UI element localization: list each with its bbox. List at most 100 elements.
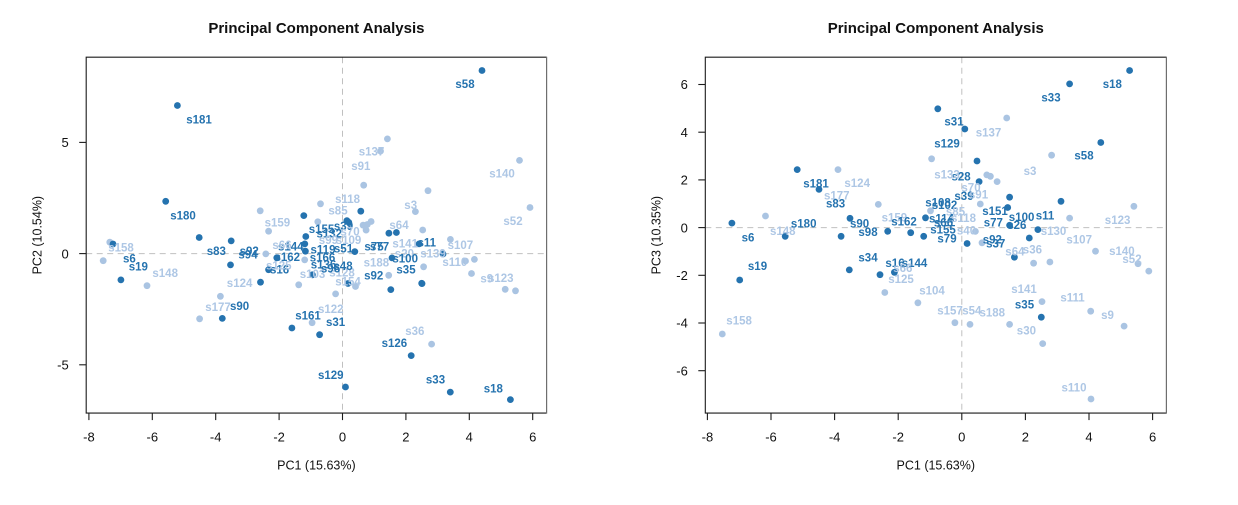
svg-text:s18: s18	[484, 383, 504, 395]
svg-text:s85: s85	[946, 206, 966, 218]
svg-text:s79: s79	[937, 234, 956, 246]
svg-text:s180: s180	[791, 219, 817, 231]
svg-text:6: 6	[1149, 429, 1156, 444]
svg-text:s100: s100	[392, 253, 418, 265]
svg-text:s123: s123	[1105, 215, 1131, 227]
svg-text:s177: s177	[824, 191, 850, 203]
svg-text:s148: s148	[152, 268, 178, 280]
svg-text:s180: s180	[170, 210, 196, 222]
svg-text:s141: s141	[1011, 284, 1037, 296]
svg-text:s92: s92	[364, 271, 383, 283]
svg-text:-2: -2	[273, 429, 285, 444]
svg-text:s6: s6	[742, 232, 755, 244]
svg-text:0: 0	[681, 220, 688, 235]
svg-text:-2: -2	[892, 429, 904, 444]
svg-text:s133: s133	[934, 169, 960, 181]
svg-text:s159: s159	[265, 218, 291, 230]
svg-text:s109: s109	[336, 235, 362, 247]
svg-text:6: 6	[681, 77, 688, 92]
svg-text:Principal Component Analysis: Principal Component Analysis	[828, 20, 1044, 37]
svg-text:s83: s83	[207, 246, 226, 258]
svg-text:s91: s91	[969, 190, 989, 202]
svg-text:PC3 (10.35%): PC3 (10.35%)	[650, 196, 664, 275]
svg-text:s140: s140	[489, 168, 515, 180]
svg-text:s158: s158	[108, 243, 134, 255]
svg-text:s94: s94	[238, 249, 258, 261]
svg-text:s155: s155	[309, 224, 335, 236]
svg-text:s20: s20	[395, 248, 414, 260]
svg-text:s6: s6	[123, 254, 136, 266]
svg-text:s132: s132	[317, 229, 343, 241]
svg-text:s124: s124	[844, 178, 870, 190]
svg-text:s92: s92	[240, 246, 259, 258]
svg-text:s158: s158	[726, 315, 752, 327]
svg-text:Principal Component Analysis: Principal Component Analysis	[208, 20, 424, 37]
svg-text:s139: s139	[420, 248, 446, 260]
svg-text:s162: s162	[275, 252, 301, 264]
svg-text:s166: s166	[310, 253, 336, 265]
svg-text:s108: s108	[925, 198, 951, 210]
svg-text:s103: s103	[300, 269, 326, 281]
svg-text:s52: s52	[1122, 254, 1141, 266]
svg-text:s130: s130	[1041, 226, 1067, 238]
svg-text:s148: s148	[770, 226, 796, 238]
svg-text:PC1 (15.63%): PC1 (15.63%)	[277, 459, 356, 473]
svg-text:s181: s181	[803, 178, 829, 190]
svg-text:4: 4	[681, 125, 688, 140]
svg-text:s77: s77	[370, 242, 389, 254]
svg-text:s162: s162	[891, 216, 917, 228]
svg-text:s124: s124	[227, 278, 253, 290]
svg-text:s58: s58	[1074, 150, 1094, 162]
svg-text:4: 4	[1085, 429, 1092, 444]
svg-text:0: 0	[339, 429, 346, 444]
svg-text:s136: s136	[311, 259, 337, 271]
svg-text:s123: s123	[488, 273, 514, 285]
svg-text:s188: s188	[980, 308, 1006, 320]
svg-text:-4: -4	[829, 429, 841, 444]
svg-text:-6: -6	[765, 429, 777, 444]
svg-text:s125: s125	[266, 260, 292, 272]
svg-text:s54: s54	[962, 306, 982, 318]
svg-text:s125: s125	[888, 274, 914, 286]
svg-text:s111: s111	[1060, 292, 1085, 304]
svg-text:s35: s35	[1015, 300, 1035, 312]
svg-text:s35: s35	[396, 265, 416, 277]
svg-text:s34: s34	[858, 252, 878, 264]
svg-text:PC2 (10.54%): PC2 (10.54%)	[31, 196, 45, 275]
svg-text:s19: s19	[748, 261, 767, 273]
svg-text:s129: s129	[318, 370, 344, 382]
svg-text:s114: s114	[929, 213, 955, 225]
svg-text:s48: s48	[333, 261, 353, 273]
svg-text:s110: s110	[442, 257, 467, 269]
svg-text:s66: s66	[934, 218, 953, 230]
svg-text:s66: s66	[272, 240, 291, 252]
svg-text:s64: s64	[389, 220, 409, 232]
svg-text:s31: s31	[944, 117, 964, 129]
svg-text:s161: s161	[295, 311, 321, 323]
svg-text:s122: s122	[318, 304, 344, 316]
svg-text:s90: s90	[230, 301, 249, 313]
svg-text:s85: s85	[328, 206, 348, 218]
svg-text:s19: s19	[129, 262, 148, 274]
svg-text:s33: s33	[426, 375, 445, 387]
svg-text:s155: s155	[930, 225, 956, 237]
svg-text:-6: -6	[676, 363, 688, 378]
svg-text:s177: s177	[205, 302, 231, 314]
svg-text:s126: s126	[382, 338, 408, 350]
svg-text:s9: s9	[480, 274, 493, 286]
svg-text:s137: s137	[976, 128, 1002, 140]
svg-text:s11: s11	[1036, 210, 1055, 222]
svg-text:-8: -8	[83, 429, 95, 444]
svg-text:s58: s58	[455, 79, 475, 91]
svg-text:2: 2	[402, 429, 409, 444]
svg-text:s100: s100	[1009, 212, 1035, 224]
svg-text:s40: s40	[957, 225, 976, 237]
svg-text:s66: s66	[893, 263, 912, 275]
svg-text:s188: s188	[364, 258, 390, 270]
svg-text:s144: s144	[278, 242, 304, 254]
svg-text:s110: s110	[1062, 382, 1087, 394]
svg-text:s39: s39	[954, 191, 973, 203]
svg-text:s151: s151	[982, 206, 1008, 218]
svg-text:s3: s3	[404, 200, 417, 212]
svg-text:s140: s140	[1109, 246, 1135, 258]
